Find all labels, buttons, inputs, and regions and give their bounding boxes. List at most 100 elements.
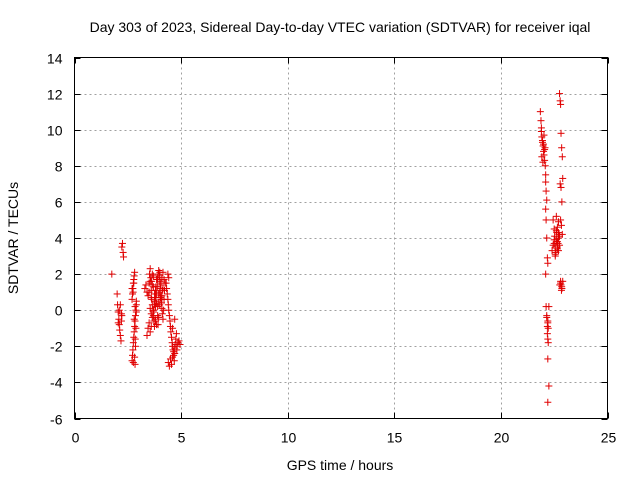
data-point [147,294,155,302]
data-point [149,272,157,280]
data-point [129,359,137,367]
data-point [147,310,155,318]
data-point [165,362,173,370]
data-point [172,330,180,338]
grid-lines [74,57,608,419]
data-point [143,331,151,339]
data-point [155,313,163,321]
data-point [158,310,166,318]
x-tick-label: 20 [494,430,510,446]
y-tick-label: 10 [47,123,63,139]
x-tick-label: 10 [281,430,297,446]
y-tick-label: 8 [55,159,63,175]
data-point [153,299,161,307]
data-point [131,335,139,343]
data-point [557,100,565,108]
data-point [156,294,164,302]
data-point [163,290,171,298]
data-point [537,128,545,136]
data-point [116,326,124,334]
data-point [115,306,123,314]
data-point [539,158,547,166]
y-tick-label: 14 [47,51,63,67]
data-point [158,286,166,294]
data-point [550,239,558,247]
data-point [154,312,162,320]
data-point [175,337,183,345]
data-point [165,312,173,320]
data-point [554,229,562,237]
data-point [117,310,125,318]
y-tick-label: -6 [50,412,63,428]
data-point [171,315,179,323]
data-point [114,319,122,327]
data-point [131,342,139,350]
data-point [558,144,566,152]
data-point [545,303,553,311]
data-point [559,174,567,182]
data-point [168,333,176,341]
data-point [540,140,548,148]
data-point [146,328,154,336]
x-tick-labels: 0 5 10 15 20 25 [72,430,617,446]
data-point [542,270,550,278]
x-tick-label: 5 [178,430,186,446]
y-tick-labels: -6 -4 -2 0 2 4 6 8 10 12 14 [47,51,63,428]
data-point [554,247,562,255]
data-point [148,313,156,321]
y-tick-label: 4 [55,231,63,247]
data-point [146,304,154,312]
data-point [544,324,552,332]
data-point [164,359,172,367]
data-point [543,196,551,204]
data-point [131,268,139,276]
data-point [543,312,551,320]
data-point [113,290,121,298]
data-point [144,324,152,332]
data-point [165,306,173,314]
data-point [163,285,171,293]
data-point [170,357,178,365]
data-point [156,277,164,285]
data-point [164,270,172,278]
data-point [120,253,128,261]
data-point [544,259,552,267]
data-point [545,382,553,390]
data-point [155,266,163,274]
data-point [129,346,137,354]
y-tick-label: -2 [50,339,63,355]
data-point [114,308,122,316]
data-point [542,171,550,179]
y-tick-label: 12 [47,87,63,103]
data-point [541,156,549,164]
data-point [176,340,184,348]
data-point [118,239,126,247]
data-point [544,339,552,347]
data-point [548,247,556,255]
data-point [154,274,162,282]
data-point [544,317,552,325]
data-point [116,331,124,339]
data-point [540,131,548,139]
data-point [131,303,139,311]
data-point [557,129,565,137]
data-point [541,144,549,152]
data-point [558,198,566,206]
y-tick-label: 0 [55,303,63,319]
data-point [537,117,545,125]
data-point [145,288,153,296]
data-point [558,230,566,238]
data-point [172,335,180,343]
data-point [147,322,155,330]
data-point [536,108,544,116]
data-point [141,285,149,293]
data-point [544,355,552,363]
data-point [552,236,560,244]
data-point [543,234,551,242]
data-point [150,306,158,314]
data-point [152,317,160,325]
data-point [130,315,138,323]
data-point [553,243,561,251]
data-point [542,178,550,186]
